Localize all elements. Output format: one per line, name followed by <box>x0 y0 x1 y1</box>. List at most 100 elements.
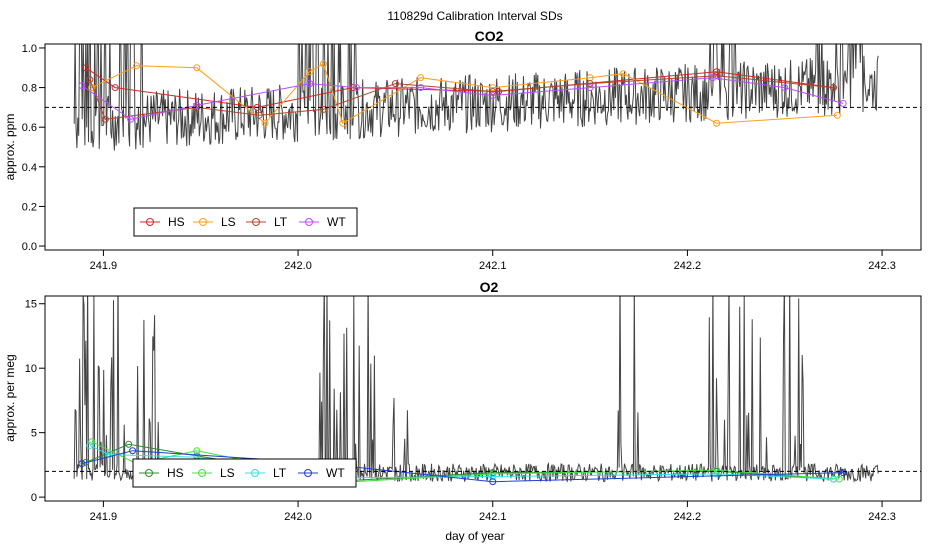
o2-raw-line <box>73 296 879 484</box>
co2-y-tick-label: 0.0 <box>22 241 37 253</box>
co2-legend-label-hs: HS <box>168 215 185 229</box>
co2-series-wt-point <box>193 101 201 109</box>
co2-series-wt-point <box>417 84 425 92</box>
o2-legend-marker-hs <box>145 469 153 477</box>
o2-raw-trace <box>73 296 879 484</box>
o2-series-wt-point <box>839 469 847 477</box>
o2-x-tick-label: 242.1 <box>479 511 507 523</box>
co2-panel: CO2 approx. ppm 241.9 242.0 242.1 242.2 242.… <box>3 28 922 272</box>
co2-y-tick-label: 0.2 <box>22 201 37 213</box>
co2-series-ls-point <box>713 119 721 127</box>
co2-axes: 241.9 242.0 242.1 242.2 242.3 0.0 0.2 0.4 0.6 0.8… <box>22 43 921 272</box>
o2-legend: HS LS LT WT <box>132 458 357 488</box>
co2-series-wt-point <box>586 84 594 92</box>
co2-series-wt-point <box>352 84 360 92</box>
o2-legend-marker-wt <box>304 469 312 477</box>
o2-series-lt-point <box>105 451 113 459</box>
o2-plot-frame <box>44 295 922 502</box>
co2-series-wt-point <box>781 84 789 92</box>
co2-series-ls-point <box>319 60 327 68</box>
o2-series-hs-point <box>125 440 133 448</box>
o2-legend-marker-lt <box>251 469 259 477</box>
co2-series-wt-point <box>127 115 135 123</box>
o2-y-tick-label: 15 <box>25 299 37 311</box>
o2-y-axis-label: approx. per meg <box>3 354 17 441</box>
co2-series-lt-line <box>89 75 834 120</box>
co2-series-ls-point <box>261 119 269 127</box>
co2-legend-label-ls: LS <box>221 215 236 229</box>
o2-legend-marker-ls <box>198 469 206 477</box>
co2-series-ls-point <box>619 70 627 78</box>
co2-legend-box <box>133 207 358 237</box>
o2-x-tick-label: 242.0 <box>284 511 312 523</box>
o2-series-lt-point <box>829 475 837 483</box>
co2-series-hs-point <box>82 64 90 72</box>
o2-y-tick-label: 10 <box>25 363 37 375</box>
co2-legend-marker-hs <box>146 218 154 226</box>
o2-y-tick-label: 0 <box>31 492 37 504</box>
co2-series-wt-point <box>489 92 497 99</box>
co2-series-hs-point <box>111 84 119 92</box>
co2-series-group <box>78 60 847 127</box>
co2-series-lt-point <box>86 76 94 84</box>
co2-raw-line <box>73 44 879 151</box>
co2-legend-label-wt: WT <box>327 215 346 229</box>
o2-series-lt-point <box>489 473 497 481</box>
o2-series-lt-point <box>86 442 94 450</box>
co2-series-ls-point <box>489 84 497 92</box>
o2-legend-label-hs: HS <box>167 466 184 480</box>
co2-series-lt-point <box>586 80 594 88</box>
co2-x-tick-label: 241.9 <box>90 260 118 272</box>
o2-axes: 241.9 242.0 242.1 242.2 242.3 0 5 10 15 <box>25 299 921 523</box>
o2-legend-label-lt: LT <box>273 466 287 480</box>
co2-legend-marker-wt <box>305 218 313 226</box>
o2-y-tick-label: 5 <box>31 428 37 440</box>
co2-y-tick-label: 1.0 <box>22 43 37 55</box>
co2-series-wt-point <box>306 80 314 88</box>
o2-series-wt-point <box>129 447 137 455</box>
co2-y-tick-label: 0.4 <box>22 162 37 174</box>
co2-series-ls-line <box>91 63 838 124</box>
co2-series-ls-point <box>417 74 425 82</box>
co2-series-ls-point <box>339 119 347 127</box>
o2-x-tick-label: 241.9 <box>90 511 118 523</box>
co2-y-tick-label: 0.6 <box>22 122 37 134</box>
co2-series-lt-point <box>829 84 837 92</box>
o2-series-lt-point <box>713 470 721 478</box>
co2-y-tick-label: 0.8 <box>22 83 37 95</box>
co2-legend-marker-ls <box>199 218 207 226</box>
co2-y-axis-label: approx. ppm <box>3 114 17 181</box>
co2-legend: HS LS LT WT <box>133 207 358 237</box>
co2-series-wt-point <box>839 99 847 107</box>
co2-series-lt-point <box>101 115 109 123</box>
co2-x-tick-label: 242.3 <box>868 260 896 272</box>
o2-panel: O2 approx. per meg day of year 241.9 242.… <box>3 279 922 543</box>
co2-x-tick-label: 242.0 <box>284 260 312 272</box>
co2-legend-marker-lt <box>252 218 260 226</box>
co2-series-ls-point <box>132 62 140 70</box>
co2-series-wt-line <box>81 77 844 120</box>
co2-series-wt-point <box>709 74 717 82</box>
co2-series-hs-point <box>713 68 721 76</box>
o2-x-tick-label: 242.2 <box>674 511 702 523</box>
co2-title: CO2 <box>475 28 504 44</box>
co2-plot-frame <box>44 43 922 251</box>
o2-series-ls-point <box>88 438 96 446</box>
co2-legend-label-lt: LT <box>274 215 288 229</box>
o2-x-axis-label: day of year <box>445 529 504 543</box>
co2-series-lt-point <box>319 105 327 113</box>
co2-raw-trace <box>73 44 879 151</box>
o2-x-tick-label: 242.3 <box>868 511 896 523</box>
co2-series-ls-point <box>306 68 314 76</box>
co2-series-hs-point <box>253 103 261 111</box>
co2-series-lt-point <box>391 80 399 88</box>
o2-legend-box <box>132 458 357 488</box>
co2-x-tick-label: 242.2 <box>674 260 702 272</box>
o2-title: O2 <box>480 279 499 295</box>
co2-series-wt-point <box>78 82 86 90</box>
co2-series-ls-point <box>833 111 841 119</box>
figure-title: 110829d Calibration Interval SDs <box>387 9 562 23</box>
co2-x-tick-label: 242.1 <box>479 260 507 272</box>
o2-series-ls-point <box>713 466 721 474</box>
